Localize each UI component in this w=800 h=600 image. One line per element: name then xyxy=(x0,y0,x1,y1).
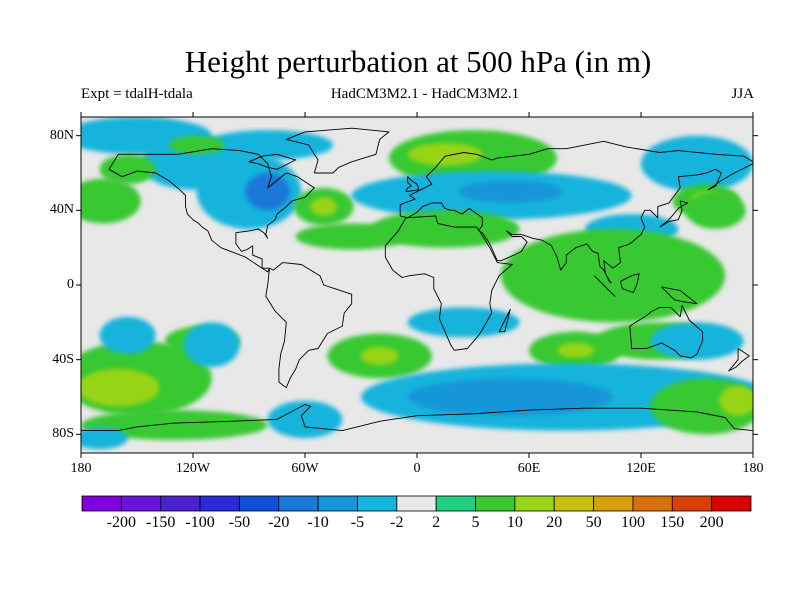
lon-label-6: 180 xyxy=(742,461,764,476)
anomaly-region-21 xyxy=(685,191,746,229)
anomaly-region-5 xyxy=(81,178,141,224)
coastline-4 xyxy=(400,163,753,284)
lon-label-1: 120W xyxy=(175,461,211,476)
anomaly-region-37 xyxy=(719,385,753,416)
colorbar-label-6: -5 xyxy=(350,514,365,531)
lon-label-3: 0 xyxy=(413,461,421,476)
colorbar-swatch-15 xyxy=(671,495,713,512)
coastline-15 xyxy=(248,153,297,170)
colorbar-label-13: 100 xyxy=(620,514,645,531)
anomaly-region-4 xyxy=(245,173,291,211)
coastline-1 xyxy=(265,262,353,389)
map-title: Height perturbation at 500 hPa (in m) xyxy=(184,44,652,79)
colorbar-swatch-5 xyxy=(278,495,319,512)
colorbar-label-7: -2 xyxy=(390,514,404,531)
anomaly-region-9 xyxy=(310,197,337,216)
anomaly-region-39 xyxy=(267,400,343,439)
colorbar-swatch-2 xyxy=(160,495,201,512)
colorbar-label-3: -50 xyxy=(228,514,251,531)
colorbar-swatch-9 xyxy=(435,495,476,512)
coastlines xyxy=(81,127,753,432)
colorbar-swatch-7 xyxy=(357,495,398,512)
colorbar-swatch-0 xyxy=(81,495,122,512)
coastline-10 xyxy=(593,275,616,297)
colorbar-label-14: 150 xyxy=(660,514,685,531)
axis-ticks xyxy=(76,112,758,458)
coastline-14 xyxy=(728,348,750,372)
anomaly-region-22 xyxy=(407,307,520,338)
colorbar-swatch-13 xyxy=(593,495,634,512)
colorbar-label-8: 2 xyxy=(432,514,441,531)
colorbar-swatch-6 xyxy=(317,495,358,512)
anomaly-region-19 xyxy=(370,210,520,248)
coastline-3 xyxy=(399,140,753,216)
colorbar-label-5: -10 xyxy=(307,514,329,531)
lon-label-2: 60W xyxy=(291,461,319,476)
lat-label-2: 0 xyxy=(67,277,74,292)
coastline-8 xyxy=(405,176,420,193)
colorbar-label-2: -100 xyxy=(185,514,215,531)
anomaly-region-7 xyxy=(168,135,225,155)
coastline-12 xyxy=(661,286,698,305)
colorbar-swatch-16 xyxy=(711,495,752,512)
coastline-13 xyxy=(498,308,511,333)
colorbar-swatch-4 xyxy=(239,495,280,512)
colorbar-swatch-1 xyxy=(120,495,162,512)
anomaly-region-27 xyxy=(99,316,156,355)
anomaly-region-35 xyxy=(407,378,613,416)
anomaly-region-40 xyxy=(81,426,128,450)
colorbar-label-1: -150 xyxy=(146,514,176,531)
colorbar-label-10: 10 xyxy=(506,514,523,531)
coastline-6 xyxy=(285,127,390,174)
coastline-2 xyxy=(384,215,513,351)
colorbar-label-9: 5 xyxy=(471,514,480,531)
experiment-label: Expt = tdalH-tdala xyxy=(81,86,193,102)
anomaly-region-31 xyxy=(557,342,595,358)
colorbar-swatch-3 xyxy=(199,495,240,512)
lon-label-5: 120E xyxy=(626,461,656,476)
coastline-5 xyxy=(629,305,704,359)
season-label: JJA xyxy=(731,86,754,102)
anomaly-region-6 xyxy=(99,154,156,185)
lon-label-4: 60E xyxy=(517,461,541,476)
colorbar-label-0: -200 xyxy=(106,514,136,531)
lat-label-0: 80N xyxy=(49,127,74,143)
anomaly-region-20 xyxy=(501,228,725,323)
anomaly-region-33 xyxy=(650,322,744,360)
colorbar-label-12: 50 xyxy=(585,514,602,531)
lon-label-0: 180 xyxy=(70,461,92,476)
anomaly-region-24 xyxy=(81,369,160,407)
anomaly-region-14 xyxy=(641,135,753,192)
anomaly-region-29 xyxy=(361,346,399,366)
anomaly-region-11 xyxy=(407,143,483,166)
colorbar-label-4: -20 xyxy=(268,514,290,531)
lat-label-3: 40S xyxy=(52,351,74,367)
coastline-7 xyxy=(81,404,753,432)
colorbar-swatch-8 xyxy=(396,495,437,512)
anomaly-region-13 xyxy=(458,180,563,203)
coastline-11 xyxy=(620,273,640,293)
anomaly-region-26 xyxy=(183,322,240,368)
colorbar-swatch-11 xyxy=(514,495,555,512)
coastline-0 xyxy=(108,148,315,273)
lat-label-1: 40N xyxy=(49,202,74,218)
colorbar xyxy=(81,495,752,512)
lat-label-4: 80S xyxy=(52,426,74,442)
models-label: HadCM3M2.1 - HadCM3M2.1 xyxy=(330,86,520,102)
colorbar-swatch-14 xyxy=(632,495,673,512)
coastline-9 xyxy=(659,200,689,228)
anomaly-region-38 xyxy=(81,410,268,440)
colorbar-label-15: 200 xyxy=(699,514,724,531)
colorbar-swatch-10 xyxy=(475,495,516,512)
colorbar-swatch-12 xyxy=(553,495,594,512)
colorbar-label-11: 20 xyxy=(546,514,563,531)
